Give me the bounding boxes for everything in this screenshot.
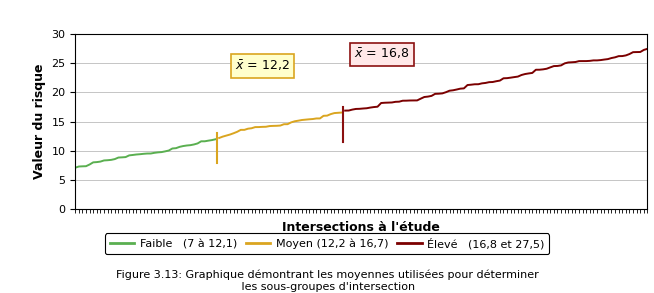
Text: $\bar{x}$ = 12,2: $\bar{x}$ = 12,2 — [235, 59, 290, 73]
Text: Figure 3.13: Graphique démontrant les moyennes utilisées pour déterminer
 les so: Figure 3.13: Graphique démontrant les mo… — [116, 270, 538, 292]
X-axis label: Intersections à l'étude: Intersections à l'étude — [283, 221, 440, 234]
Legend: Faible   (7 à 12,1), Moyen (12,2 à 16,7), Élevé   (16,8 et 27,5): Faible (7 à 12,1), Moyen (12,2 à 16,7), … — [105, 233, 549, 254]
Y-axis label: Valeur du risque: Valeur du risque — [33, 64, 46, 179]
Text: $\bar{x}$ = 16,8: $\bar{x}$ = 16,8 — [354, 47, 409, 62]
